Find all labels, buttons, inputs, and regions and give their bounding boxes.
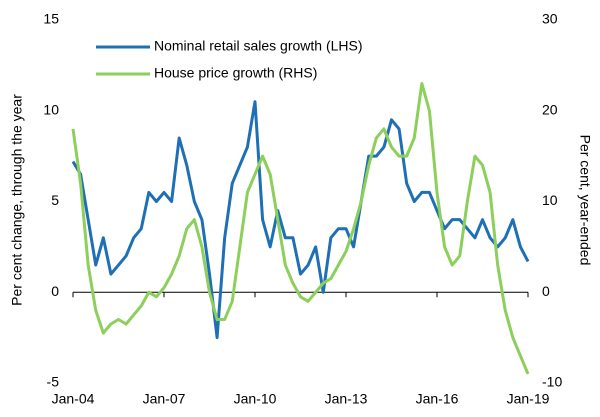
y-tick-label: 10 (43, 101, 59, 117)
y2-tick-label: 0 (542, 283, 550, 299)
legend-label: Nominal retail sales growth (LHS) (154, 38, 363, 54)
legend-label: House price growth (RHS) (154, 65, 317, 81)
line-series (71, 82, 530, 375)
y-tick-label: 15 (43, 11, 59, 27)
x-tick-label: Jan-04 (52, 391, 95, 407)
y2-tick-label: 10 (542, 192, 558, 208)
y2-axis-label: Per cent, year-ended (577, 135, 593, 266)
x-tick-label: Jan-10 (234, 391, 277, 407)
x-tick-label: Jan-13 (325, 391, 368, 407)
y2-tick-label: 20 (542, 101, 558, 117)
x-tick-label: Jan-19 (507, 391, 550, 407)
y-tick-label: 5 (51, 192, 59, 208)
line-series (71, 100, 530, 340)
y-tick-label: -5 (47, 374, 60, 390)
x-tick-label: Jan-07 (143, 391, 186, 407)
y-axis-label: Per cent change, through the year (9, 94, 25, 306)
x-tick-label: Jan-16 (416, 391, 459, 407)
y2-tick-label: 30 (542, 11, 558, 27)
y-tick-label: 0 (51, 283, 59, 299)
y2-tick-label: -10 (542, 374, 562, 390)
